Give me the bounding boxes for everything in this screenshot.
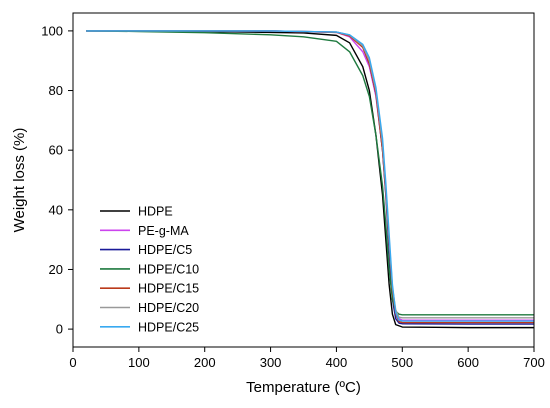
series-line-hdpe-c5	[86, 30, 534, 325]
series-layer	[86, 30, 534, 329]
y-tick-label: 0	[56, 322, 63, 337]
series-line-hdpe-c15	[86, 30, 534, 324]
y-axis-title: Weight loss (%)	[11, 128, 28, 233]
series-line-pe-g-ma	[86, 30, 534, 321]
y-tick-label: 60	[49, 143, 63, 158]
series-line-hdpe-c10	[86, 30, 534, 316]
x-tick-label: 500	[391, 355, 413, 370]
x-tick-label: 200	[194, 355, 216, 370]
x-tick-label: 0	[69, 355, 76, 370]
x-tick-label: 700	[523, 355, 545, 370]
y-tick-label: 100	[41, 23, 63, 38]
x-tick-label: 400	[326, 355, 348, 370]
legend-label-hdpe-c10: HDPE/C10	[138, 262, 199, 276]
plot-frame	[72, 12, 535, 348]
legend-label-hdpe-c25: HDPE/C25	[138, 320, 199, 334]
legend-label-hdpe-c20: HDPE/C20	[138, 301, 199, 315]
axis-layer: 0 100 200 300 400 500 600 700 0 20 40 60 80 100	[41, 12, 545, 370]
legend-label-pe-g-ma: PE-g-MA	[138, 224, 189, 238]
y-tick-label: 40	[49, 202, 63, 217]
x-tick-label: 100	[128, 355, 150, 370]
legend-label-hdpe-c15: HDPE/C15	[138, 282, 199, 296]
legend-label-hdpe-c5: HDPE/C5	[138, 243, 192, 257]
y-tick-label: 80	[49, 83, 63, 98]
x-axis-title: Temperature (ºC)	[246, 379, 361, 396]
legend: HDPE PE-g-MA HDPE/C5 HDPE/C10 HDPE/C15 HDPE/C…	[100, 205, 199, 334]
legend-label-hdpe: HDPE	[138, 205, 173, 219]
series-line-hdpe-c25	[86, 30, 534, 322]
x-tick-label: 600	[457, 355, 479, 370]
y-tick-label: 20	[49, 262, 63, 277]
x-tick-label: 300	[260, 355, 282, 370]
